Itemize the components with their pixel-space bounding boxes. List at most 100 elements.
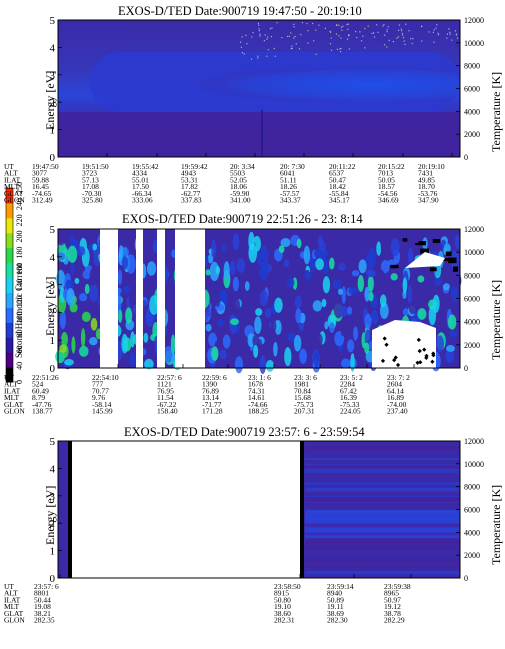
ephemeris-row-label: GLAT — [4, 400, 24, 409]
ephemeris-value: 60.49 — [32, 386, 49, 395]
y2-tick-label: 0 — [464, 364, 468, 373]
panel-1-core — [150, 68, 460, 102]
ephemeris-value: 38.78 — [384, 609, 401, 618]
panel-2-gap — [372, 320, 436, 368]
panel-2-gap — [136, 229, 143, 368]
y2-tick-label: 2000 — [464, 551, 480, 560]
colorbar-cell — [6, 262, 13, 279]
panel-1-y2label: Temperature [K] — [489, 72, 503, 152]
ephemeris-value: 19:55:42 — [132, 162, 159, 171]
colorbar-tick-label: 220 — [15, 214, 24, 226]
ephemeris-row-label: ALT — [4, 380, 18, 389]
ephemeris-value: 23: 3: 6 — [294, 373, 317, 382]
ephemeris-value: -59.90 — [230, 189, 250, 198]
ephemeris-value: 7431 — [418, 169, 433, 178]
y2-tick-label: 2000 — [464, 130, 480, 139]
colorbar-cell — [6, 322, 13, 338]
ephemeris-value: 6041 — [280, 169, 295, 178]
ephemeris-row-label: GLON — [4, 407, 25, 416]
ephemeris-value: 158.40 — [157, 407, 178, 416]
ephemeris-value: 1981 — [294, 380, 309, 389]
y2-tick-label: 6000 — [464, 295, 480, 304]
colorbar-tick-label: 200 — [15, 231, 24, 243]
y2-tick-label: 12000 — [464, 437, 484, 446]
ephemeris-value: 19:51:50 — [82, 162, 109, 171]
ephemeris-value: 341.00 — [230, 196, 251, 205]
ephemeris-value: 777 — [92, 380, 104, 389]
ephemeris-value: 18.06 — [230, 182, 247, 191]
ephemeris-value: -55.84 — [329, 189, 349, 198]
ephemeris-value: -57.57 — [280, 189, 300, 198]
colorbar-cell — [6, 292, 13, 308]
ephemeris-value: 20: 7:30 — [280, 162, 305, 171]
y2-tick-label: 4000 — [464, 107, 480, 116]
panel-3-y2label: Temperature [K] — [489, 485, 503, 565]
panel-2-texture — [55, 231, 462, 374]
ephemeris-value: 9.76 — [92, 393, 105, 402]
y2-tick-label: 4000 — [464, 528, 480, 537]
y2-tick-label: 6000 — [464, 506, 480, 515]
ephemeris-value: -66.34 — [132, 189, 152, 198]
ephemeris-value: 23: 7: 2 — [387, 373, 410, 382]
colorbar-tick-label: 140 — [15, 279, 24, 291]
ephemeris-value: 23: 5: 2 — [340, 373, 363, 382]
ephemeris-value: 76.89 — [202, 386, 219, 395]
ephemeris-value: 8965 — [384, 589, 399, 598]
ephemeris-value: 16.45 — [32, 182, 49, 191]
ephemeris-value: 50.89 — [327, 595, 344, 604]
colorbar-cell — [6, 217, 13, 234]
y2-tick-label: 0 — [464, 574, 468, 583]
ephemeris-row-label: UT — [4, 162, 14, 171]
y-tick-label: 4 — [50, 42, 56, 54]
ephemeris-value: 23:58:50 — [274, 582, 301, 591]
colorbar-cell — [6, 232, 13, 249]
ephemeris-value: 18.70 — [418, 182, 435, 191]
colorbar-cell — [6, 188, 13, 204]
ephemeris-value: 50.44 — [34, 595, 51, 604]
ephemeris-value: 74.31 — [248, 386, 265, 395]
ephemeris-row-label: GLAT — [4, 189, 24, 198]
colorbar-tick-label: 240 — [15, 198, 24, 210]
ephemeris-value: 57.13 — [82, 175, 99, 184]
ephemeris-value: 64.14 — [387, 386, 404, 395]
ephemeris-value: -71.77 — [202, 400, 222, 409]
y-tick-label: 5 — [50, 224, 56, 236]
ephemeris-value: 20:11:22 — [329, 162, 356, 171]
ephemeris-value: 347.90 — [418, 196, 439, 205]
ephemeris-value: 18.26 — [280, 182, 297, 191]
y-tick-label: 1 — [50, 125, 56, 137]
ephemeris-value: 224.05 — [340, 407, 361, 416]
ephemeris-value: 1121 — [157, 380, 172, 389]
ephemeris-value: 22:51:26 — [32, 373, 59, 382]
ephemeris-value: 51.11 — [280, 175, 297, 184]
ephemeris-value: 16.39 — [340, 393, 357, 402]
y2-tick-label: 10000 — [464, 460, 484, 469]
colorbar-cell — [6, 352, 13, 368]
ephemeris-value: 19.11 — [327, 602, 344, 611]
ephemeris-value: 15.68 — [294, 393, 311, 402]
ephemeris-value: 2604 — [387, 380, 402, 389]
ephemeris-value: -74.00 — [387, 400, 407, 409]
ephemeris-value: 20:19:10 — [418, 162, 445, 171]
ephemeris-value: 76.95 — [157, 386, 174, 395]
ephemeris-row-label: MLT — [4, 393, 20, 402]
panel-3-data-right — [300, 441, 460, 578]
panel-2-title: EXOS-D/TED Date:900719 22:51:26 - 23: 8:… — [122, 212, 363, 226]
y-tick-label: 5 — [50, 15, 56, 27]
ephemeris-value: 343.37 — [280, 196, 301, 205]
ephemeris-row-label: ILAT — [4, 595, 21, 604]
panel-1-speckle — [240, 22, 459, 60]
ephemeris-value: 8801 — [34, 589, 49, 598]
ephemeris-value: 11.54 — [157, 393, 174, 402]
ephemeris-value: 38.21 — [34, 609, 51, 618]
ephemeris-value: 282.35 — [34, 616, 55, 625]
ephemeris-value: 20:15:22 — [378, 162, 405, 171]
ephemeris-value: 325.80 — [82, 196, 103, 205]
ephemeris-row-label: GLON — [4, 616, 25, 625]
ephemeris-value: 18.57 — [378, 182, 395, 191]
ephemeris-value: -54.56 — [378, 189, 398, 198]
y-tick-label: 4 — [50, 252, 56, 264]
